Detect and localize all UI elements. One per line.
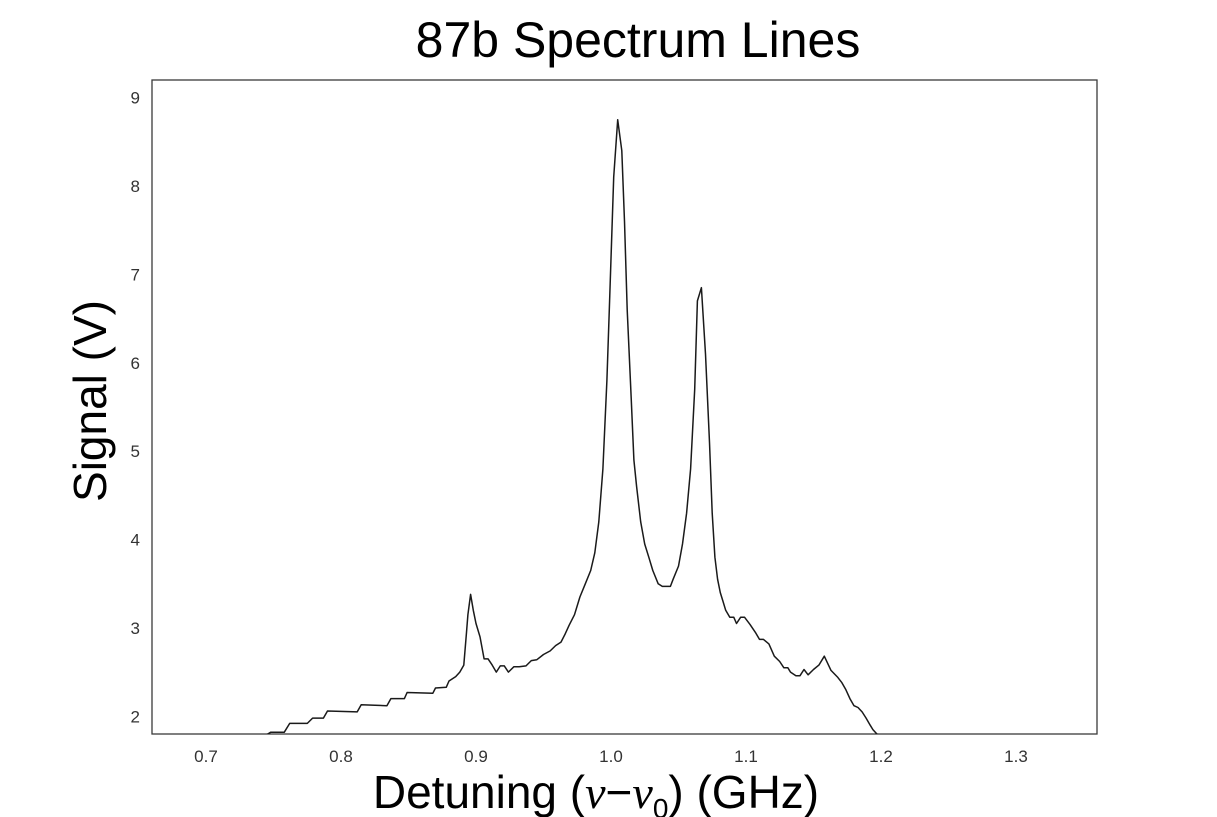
y-tick-label: 8 [131,177,140,196]
y-tick-label: 7 [131,265,140,284]
x-tick-label: 1.1 [734,747,758,766]
y-tick-label: 2 [131,707,140,726]
x-tick-label: 0.9 [464,747,488,766]
y-tick-label: 5 [131,442,140,461]
plot-frame [151,79,1098,735]
chart-title: 87b Spectrum Lines [416,12,861,68]
x-tick-label: 1.3 [1004,747,1028,766]
x-axis-label: Detuning (ν−ν0) (GHz) [373,766,819,817]
x-tick-label: 1.2 [869,747,893,766]
y-axis-ticks: 2 3 4 5 6 7 8 9 [131,89,140,727]
x-tick-label: 1.0 [599,747,623,766]
y-tick-label: 9 [131,89,140,108]
y-tick-label: 3 [131,619,140,638]
y-tick-label: 6 [131,354,140,373]
series-line [266,119,879,734]
x-tick-label: 0.7 [194,747,218,766]
x-tick-label: 0.8 [329,747,353,766]
y-tick-label: 4 [131,531,140,550]
y-axis-label: Signal (V) [64,300,116,502]
x-axis-ticks: 0.7 0.8 0.9 1.0 1.1 1.2 1.3 [194,747,1028,766]
